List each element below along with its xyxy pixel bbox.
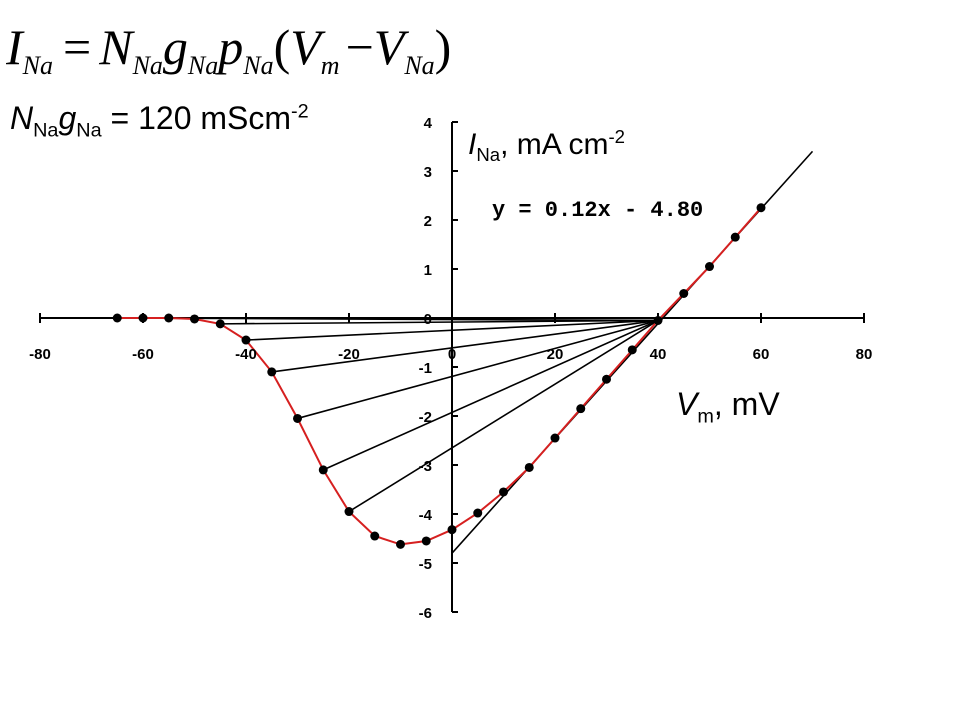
- chord-lines: [117, 150, 814, 554]
- data-point: [112, 313, 122, 323]
- eq-vna-sub: Na: [403, 51, 434, 78]
- data-point: [730, 232, 740, 242]
- x-axis-label: Vm, mV: [676, 386, 780, 428]
- y-tick-label: 1: [424, 262, 432, 279]
- chord-line: [220, 319, 659, 325]
- eq-equals: =: [63, 19, 91, 75]
- y-tick-label: 4: [424, 115, 433, 132]
- data-point: [267, 367, 277, 377]
- x-tick-label: -60: [132, 346, 154, 363]
- conductance-g-sub: Na: [76, 119, 102, 142]
- eq-open-paren: (: [274, 19, 291, 75]
- data-point: [524, 462, 534, 472]
- x-axis-symbol: V: [676, 386, 698, 422]
- chord-line: [297, 319, 659, 420]
- x-tick-label: -20: [338, 346, 360, 363]
- conductance-n: N: [10, 100, 34, 136]
- y-tick-label: -5: [419, 556, 432, 573]
- eq-p: p: [215, 19, 243, 75]
- y-tick-label: 2: [424, 213, 432, 230]
- y-axis-unit-exp: -2: [608, 126, 626, 147]
- data-point: [190, 314, 199, 324]
- data-point: [756, 203, 766, 213]
- data-point: [679, 289, 689, 298]
- eq-vm-sub: m: [321, 51, 340, 78]
- y-tick-label: -4: [419, 507, 433, 524]
- data-point: [421, 536, 431, 546]
- data-point: [370, 531, 380, 541]
- y-tick-label: -6: [419, 605, 432, 622]
- eq-vna: V: [374, 19, 410, 75]
- axes: [39, 121, 865, 613]
- current-equation: INa = NNagNapNa(Vm −VNa): [6, 19, 451, 78]
- x-axis-symbol-sub: m: [697, 405, 714, 428]
- data-point: [138, 313, 148, 323]
- eq-g: g: [163, 19, 188, 75]
- y-axis-label: INa, mA cm-2: [468, 126, 625, 166]
- data-point: [241, 335, 251, 345]
- y-tick-label: -1: [419, 360, 432, 377]
- x-axis-unit: , mV: [713, 386, 780, 422]
- data-point: [164, 313, 174, 323]
- eq-n: N: [98, 19, 135, 75]
- data-point: [576, 404, 586, 414]
- eq-n-sub: Na: [132, 51, 163, 78]
- data-point: [215, 319, 225, 329]
- y-axis-symbol-sub: Na: [476, 144, 501, 165]
- chord-line: [271, 319, 659, 373]
- chord-line: [348, 319, 659, 513]
- chord-line: [322, 319, 659, 471]
- y-axis-symbol: I: [468, 128, 477, 161]
- data-point: [705, 262, 714, 272]
- svg-text:INa=NNagNapNa(Vm−VNa): INa = NNagNapNa(Vm −VNa): [6, 19, 451, 78]
- eq-close-paren: ): [435, 19, 452, 75]
- y-tick-label: -2: [419, 409, 432, 426]
- x-tick-label: 80: [856, 346, 873, 363]
- data-point: [447, 525, 457, 535]
- x-tick-label: 60: [753, 346, 770, 363]
- conductance-n-sub: Na: [33, 119, 59, 142]
- y-tick-label: 0: [424, 311, 432, 328]
- conductance-value: = 120 mScm: [101, 100, 292, 136]
- fit-equation-label: y = 0.12x - 4.80: [492, 198, 703, 223]
- data-point: [627, 345, 637, 355]
- data-point: [653, 315, 663, 325]
- x-tick-label: 20: [547, 346, 564, 363]
- eq-p-sub: Na: [242, 51, 273, 78]
- y-tick-label: -3: [419, 458, 432, 475]
- curve: [117, 207, 762, 546]
- conductance-g: g: [58, 100, 77, 136]
- eq-lhs: I: [6, 19, 25, 75]
- eq-lhs-sub: Na: [22, 51, 53, 78]
- x-tick-label: -40: [235, 346, 257, 363]
- conductance-unit-exp: -2: [291, 100, 309, 123]
- data-point: [499, 487, 508, 497]
- data-point: [396, 539, 405, 549]
- x-tick-label: -80: [29, 346, 51, 363]
- data-point: [550, 433, 560, 443]
- data-points: [112, 203, 766, 549]
- chord-line: [117, 317, 659, 322]
- x-tick-label: 40: [650, 346, 667, 363]
- conductance-annotation: NNagNa = 120 mScm-2: [10, 100, 309, 142]
- data-point: [473, 508, 483, 518]
- eq-g-sub: Na: [187, 51, 218, 78]
- current-curve: [117, 207, 762, 546]
- data-point: [318, 465, 328, 475]
- data-point: [602, 374, 611, 384]
- chord-line: [245, 319, 659, 341]
- y-axis-unit: , mA cm: [500, 128, 609, 161]
- eq-vm: V: [290, 19, 326, 75]
- eq-minus: −: [346, 19, 374, 75]
- data-point: [344, 507, 354, 517]
- y-tick-label: 3: [424, 164, 432, 181]
- x-tick-label: 0: [448, 346, 456, 363]
- tick-labels: -80 -60 -40 -20 0 20 40 60 80 -6 -5 -4 -3 -2 -1 0 1 2 3 4: [29, 115, 872, 622]
- data-point: [293, 413, 302, 423]
